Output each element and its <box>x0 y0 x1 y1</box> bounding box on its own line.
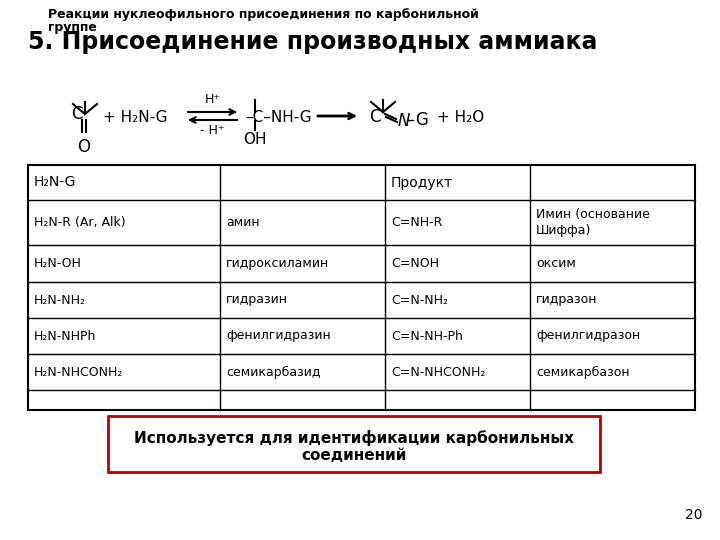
Text: C=N-NH₂: C=N-NH₂ <box>391 294 448 307</box>
Text: H₂N-NHCONH₂: H₂N-NHCONH₂ <box>34 366 123 379</box>
Text: C: C <box>369 108 381 126</box>
Text: оксим: оксим <box>536 257 576 270</box>
Text: группе: группе <box>48 21 97 34</box>
Text: + H₂N-G: + H₂N-G <box>103 110 168 125</box>
Text: фенилгидразон: фенилгидразон <box>536 329 640 342</box>
Bar <box>108 416 600 472</box>
Text: Реакции нуклеофильного присоединения по карбонильной: Реакции нуклеофильного присоединения по … <box>48 8 479 21</box>
Text: C: C <box>71 105 83 123</box>
Text: семикарбазид: семикарбазид <box>226 366 320 379</box>
Text: гидразон: гидразон <box>536 294 598 307</box>
Text: H₂N-NH₂: H₂N-NH₂ <box>34 294 86 307</box>
Text: фенилгидразин: фенилгидразин <box>226 329 330 342</box>
Text: G: G <box>415 111 428 129</box>
Text: гидроксиламин: гидроксиламин <box>226 257 329 270</box>
Text: C=NH-R: C=NH-R <box>391 216 442 229</box>
Text: N: N <box>398 112 410 130</box>
Text: Используется для идентификации карбонильных: Используется для идентификации карбониль… <box>134 430 574 446</box>
Text: H₂N-R (Ar, Alk): H₂N-R (Ar, Alk) <box>34 216 125 229</box>
Text: H₂N-NHPh: H₂N-NHPh <box>34 329 96 342</box>
Text: семикарбазон: семикарбазон <box>536 366 629 379</box>
Text: Имин (основание
Шиффа): Имин (основание Шиффа) <box>536 208 650 237</box>
Text: амин: амин <box>226 216 260 229</box>
Text: OH: OH <box>243 132 266 147</box>
Text: Продукт: Продукт <box>391 176 453 190</box>
Text: H₂N-G: H₂N-G <box>34 176 76 190</box>
Text: C=N-NH-Ph: C=N-NH-Ph <box>391 329 463 342</box>
Text: C=NOH: C=NOH <box>391 257 439 270</box>
Text: - H⁺: - H⁺ <box>200 124 225 137</box>
Text: H⁺: H⁺ <box>204 93 220 106</box>
Bar <box>28 165 695 410</box>
Text: H₂N-OH: H₂N-OH <box>34 257 82 270</box>
Text: –C–NH-G: –C–NH-G <box>245 110 312 125</box>
Text: гидразин: гидразин <box>226 294 288 307</box>
Text: соединений: соединений <box>301 449 407 463</box>
Text: 20: 20 <box>685 508 703 522</box>
Text: O: O <box>78 138 91 156</box>
Text: + H₂O: + H₂O <box>437 110 485 125</box>
Text: 5. Присоединение производных аммиака: 5. Присоединение производных аммиака <box>28 30 598 54</box>
Text: C=N-NHCONH₂: C=N-NHCONH₂ <box>391 366 485 379</box>
